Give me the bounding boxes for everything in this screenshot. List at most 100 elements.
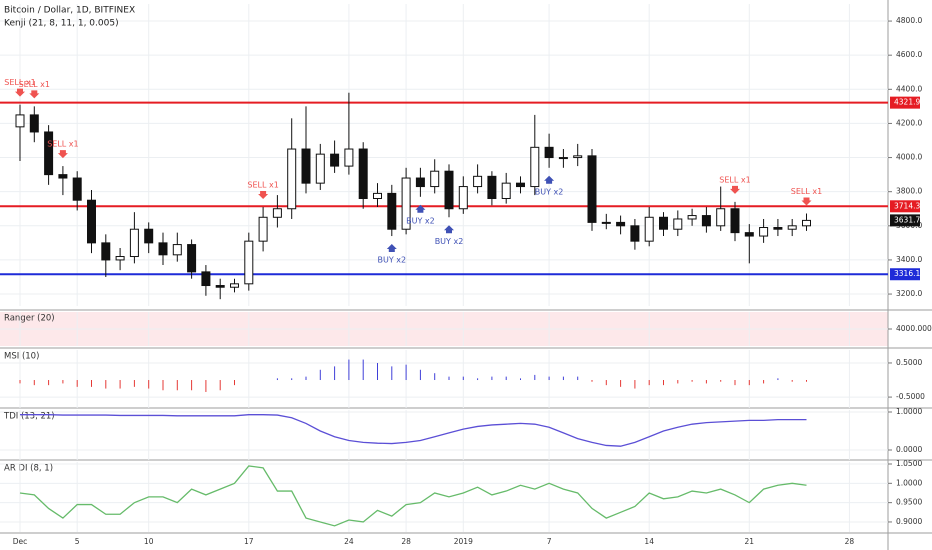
pane-background (0, 410, 888, 460)
y-tick-label: 1.0500 (896, 459, 922, 468)
candle-body (344, 148, 354, 167)
x-tick-label: 5 (75, 537, 80, 546)
candle-body (187, 244, 197, 273)
candle-body (101, 242, 111, 261)
candle-body (701, 215, 711, 227)
candle-body (272, 208, 282, 218)
y-tick-label: 3200.0 (896, 289, 922, 298)
x-tick-label: 21 (745, 537, 755, 546)
indicator-title: Kenji (21, 8, 11, 1, 0.005) (4, 19, 119, 29)
candle-body (72, 177, 82, 201)
candle-body (15, 114, 25, 128)
candle-body (516, 182, 525, 188)
pane-title: Ranger (20) (4, 314, 55, 324)
y-tick-label: 3400.0 (896, 255, 922, 264)
price-level-tag (890, 96, 920, 109)
candle-body (587, 155, 597, 223)
candle-body (387, 192, 397, 230)
y-tick-label: 4800.0 (896, 16, 922, 25)
signal-label: BUY x2 (535, 187, 564, 196)
y-tick-label: 3800.0 (896, 187, 922, 196)
x-tick-label: 14 (644, 537, 654, 546)
price-level-tag (890, 200, 920, 213)
last-price-label: 3631.7 (894, 215, 920, 224)
candle-body (415, 177, 425, 188)
candle-body (58, 174, 68, 179)
candle-body (172, 244, 182, 256)
x-tick-label: 10 (144, 537, 154, 546)
signal-label: SELL x1 (19, 80, 50, 89)
candle-body (144, 228, 154, 244)
candle-body (601, 221, 611, 224)
signal-label: BUY x2 (435, 237, 464, 246)
y-tick-label: 0.9500 (896, 498, 922, 507)
x-tick-label: 28 (401, 537, 411, 546)
signal-arrow (544, 175, 555, 184)
signal-arrow (801, 197, 812, 206)
candle-body (787, 225, 797, 230)
candle-body (530, 146, 540, 188)
pane-background (0, 350, 888, 408)
x-tick-label: 24 (344, 537, 354, 546)
candle-body (29, 114, 39, 133)
signal-arrow (29, 90, 40, 99)
candle-body (716, 208, 726, 227)
candle-body (230, 283, 239, 288)
candle-body (430, 170, 440, 188)
candle-body (315, 153, 325, 184)
y-tick-label: 0.0000 (896, 445, 922, 454)
candle-body (444, 170, 454, 210)
y-tick-label: 4000.0000 (896, 324, 932, 333)
candle-body (501, 182, 511, 200)
candle-body (473, 175, 483, 188)
candle-body (673, 218, 683, 230)
candle-body (44, 131, 54, 176)
candle-body (87, 199, 96, 244)
x-tick-label: 17 (244, 537, 254, 546)
candle-body (802, 219, 811, 227)
signal-arrow (386, 244, 397, 253)
candle-body (258, 216, 268, 242)
signal-arrow (730, 185, 740, 194)
candle-body (458, 186, 468, 210)
signal-arrow (15, 88, 25, 97)
signal-label: SELL x1 (719, 175, 750, 184)
y-tick-label: 0.9000 (896, 517, 922, 526)
candle-body (373, 192, 382, 200)
candle-body (644, 216, 654, 242)
candle-body (330, 153, 340, 167)
candle-body (215, 285, 225, 288)
candle-body (630, 225, 640, 242)
signal-label: SELL x1 (47, 140, 78, 149)
x-tick-label: 7 (547, 537, 552, 546)
last-price-tag (890, 214, 920, 227)
pane-title: MSI (10) (4, 352, 39, 362)
candle-body (401, 177, 411, 230)
signal-label: SELL x1 (4, 78, 35, 87)
candle-body (730, 208, 740, 234)
pane-title: AR DI (8, 1) (4, 464, 53, 474)
x-tick-label: 28 (845, 537, 855, 546)
candle-body (544, 146, 554, 159)
y-tick-label: 4000.0 (896, 153, 922, 162)
y-tick-label: 4600.0 (896, 50, 922, 59)
signal-arrow (444, 225, 454, 234)
indicator-line (19, 465, 807, 527)
candle-body (287, 148, 297, 210)
candle-body (659, 216, 668, 230)
candle-body (244, 240, 254, 285)
x-tick-label: 2019 (454, 537, 473, 546)
candle-body (158, 242, 168, 256)
y-tick-label: 0.5000 (896, 358, 922, 367)
signal-arrow (258, 191, 269, 200)
signal-arrow (415, 204, 426, 213)
y-tick-label: 1.0000 (896, 407, 922, 416)
candle-body (129, 228, 139, 258)
signal-label: BUY x2 (377, 256, 406, 265)
candle-body (558, 157, 568, 160)
price-level-label: 4321.9 (894, 98, 920, 107)
y-tick-label: 1.0000 (896, 478, 922, 487)
signal-label: SELL x1 (791, 187, 822, 196)
symbol-title: Bitcoin / Dollar, 1D, BITFINEX (4, 6, 135, 16)
